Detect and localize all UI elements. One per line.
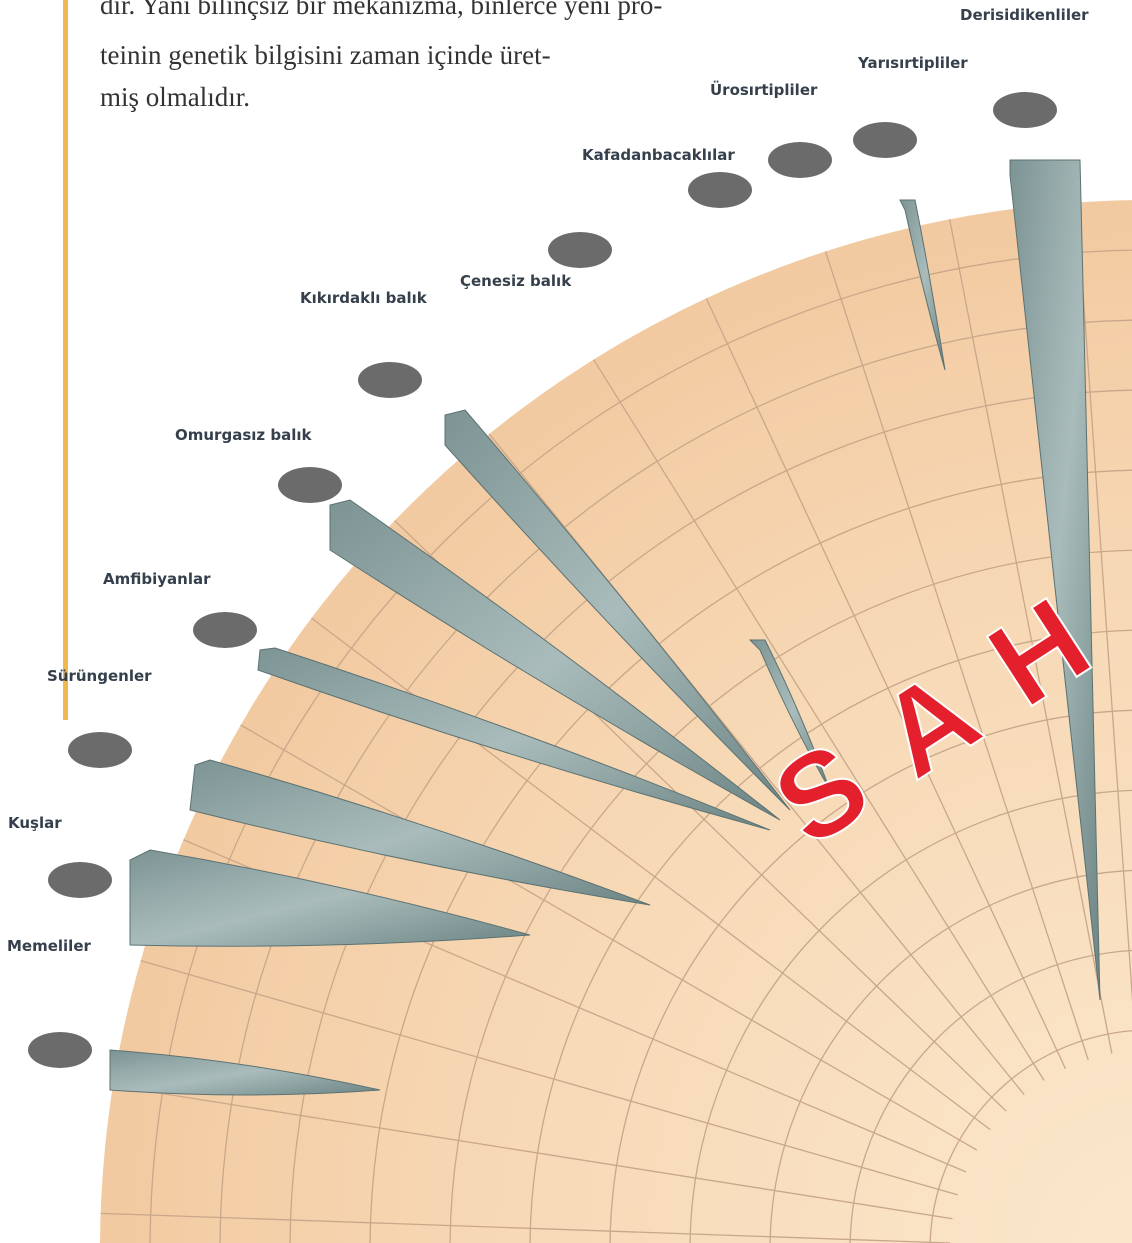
animal-icon [193,612,257,648]
branch-label: Sürüngenler [47,667,152,685]
branch-label: Kafadanbacaklılar [582,146,735,164]
animal-icon [993,92,1057,128]
paragraph-line: miş olmalıdır. [100,82,250,112]
page-illustration: Derisidikenliler Yarısırtipliler Ürosırtip… [0,0,1132,1243]
branch-label: Omurgasız balık [175,426,312,444]
animal-icon [688,172,752,208]
margin-bar [63,0,68,720]
branch-label: Çenesiz balık [460,272,572,290]
branch-label: Derisidikenliler [960,6,1089,24]
animal-icon [68,732,132,768]
page: Derisidikenliler Yarısırtipliler Ürosırtip… [0,0,1132,1243]
branch-label: Ürosırtipliler [710,80,818,99]
animal-icon [853,122,917,158]
branch-label: Memeliler [7,937,92,955]
branch-label: Yarısırtipliler [857,54,968,72]
animal-icon [278,467,342,503]
paragraph-line: dir. Yani bilinçsiz bir mekanizma, binle… [100,0,662,20]
branch-label: Kuşlar [8,814,62,832]
branch-label: Amfibiyanlar [103,570,211,588]
animal-icon [28,1032,92,1068]
animal-icon [548,232,612,268]
animal-icon [768,142,832,178]
animal-icon [358,362,422,398]
paragraph-line: teinin genetik bilgisini zaman içinde ür… [100,40,551,70]
animal-icon [48,862,112,898]
branch-label: Kıkırdaklı balık [300,289,428,307]
